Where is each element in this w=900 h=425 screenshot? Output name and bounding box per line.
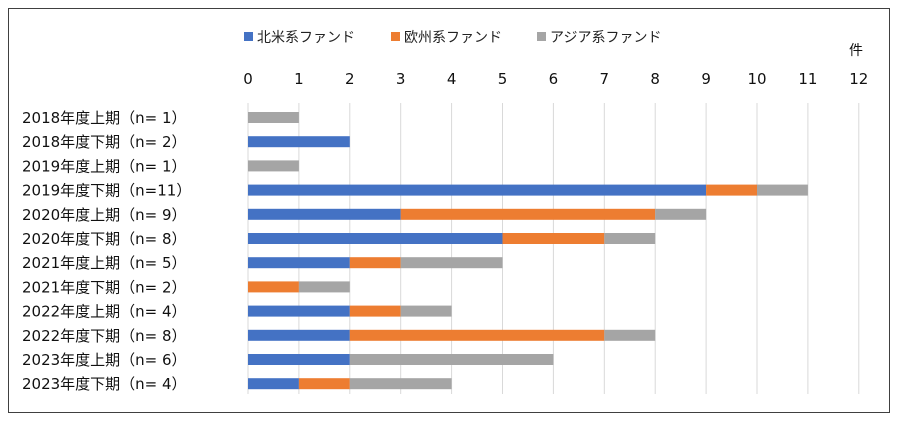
legend-swatch — [244, 32, 253, 41]
bar-segment — [248, 281, 299, 293]
bar-segment — [349, 305, 401, 317]
legend: 北米系ファンド 欧州系ファンド アジア系ファンド — [244, 30, 661, 46]
category-label: 2022年度上期（n= 4） — [22, 303, 187, 321]
bar-segment — [604, 329, 656, 341]
bar-segment — [248, 305, 350, 317]
bar-segment — [248, 354, 350, 365]
bar-segment — [349, 354, 554, 365]
x-tick-label: 1 — [294, 70, 304, 88]
bar-segment — [248, 112, 299, 123]
bar-segment — [248, 329, 350, 341]
bar-segment — [349, 257, 401, 269]
bar-segment — [248, 208, 401, 220]
bar-segment — [706, 184, 757, 196]
category-label: 2022年度下期（n= 8） — [22, 327, 187, 345]
axis-unit-label: 件 — [849, 43, 863, 59]
x-tick-label: 8 — [650, 70, 660, 88]
x-tick-label: 7 — [600, 70, 610, 88]
bar-segment — [298, 378, 350, 390]
bar-segment — [248, 378, 299, 390]
legend-label: アジア系ファンド — [550, 30, 661, 46]
bar-segment — [400, 305, 452, 317]
x-tick-label: 12 — [849, 70, 868, 88]
bar-segment — [248, 257, 350, 269]
category-label: 2019年度上期（n= 1） — [22, 157, 187, 175]
x-tick-label: 2 — [345, 70, 355, 88]
bar-segment — [349, 329, 605, 341]
category-label: 2020年度下期（n= 8） — [22, 230, 187, 248]
category-labels: 2018年度上期（n= 1） 2018年度下期（n= 2） 2019年度上期（n= … — [22, 109, 191, 393]
x-tick-labels: 0 1 2 3 4 5 6 7 8 9 10 11 12 — [243, 70, 868, 88]
x-tick-label: 0 — [243, 70, 253, 88]
category-label: 2021年度下期（n= 2） — [22, 278, 187, 296]
legend-label: 北米系ファンド — [257, 30, 355, 46]
legend-swatch — [391, 32, 400, 41]
legend-label: 欧州系ファンド — [404, 30, 502, 46]
bars — [248, 112, 808, 390]
bar-segment — [298, 281, 350, 293]
x-tick-label: 4 — [447, 70, 457, 88]
bar-segment — [400, 208, 656, 220]
x-tick-label: 5 — [498, 70, 508, 88]
x-tick-label: 3 — [396, 70, 406, 88]
category-label: 2023年度上期（n= 6） — [22, 351, 187, 369]
legend-swatch — [537, 32, 546, 41]
x-tick-label: 10 — [747, 70, 766, 88]
bar-segment — [757, 184, 808, 196]
bar-segment — [248, 233, 503, 244]
bar-segment — [349, 378, 452, 390]
category-label: 2021年度上期（n= 5） — [22, 254, 187, 272]
bar-segment — [248, 136, 350, 148]
category-label: 2018年度上期（n= 1） — [22, 109, 187, 127]
category-label: 2019年度下期（n=11） — [22, 182, 191, 200]
category-label: 2020年度上期（n= 9） — [22, 206, 187, 224]
bar-segment — [502, 233, 605, 244]
bar-segment — [248, 160, 299, 172]
bar-segment — [400, 257, 503, 269]
x-tick-label: 11 — [798, 70, 817, 88]
bar-segment — [655, 208, 707, 220]
x-tick-label: 6 — [549, 70, 559, 88]
bar-segment — [604, 233, 656, 244]
bar-segment — [248, 184, 707, 196]
gridlines — [247, 103, 860, 394]
category-label: 2018年度下期（n= 2） — [22, 133, 187, 151]
category-label: 2023年度下期（n= 4） — [22, 375, 187, 393]
x-tick-label: 9 — [701, 70, 711, 88]
